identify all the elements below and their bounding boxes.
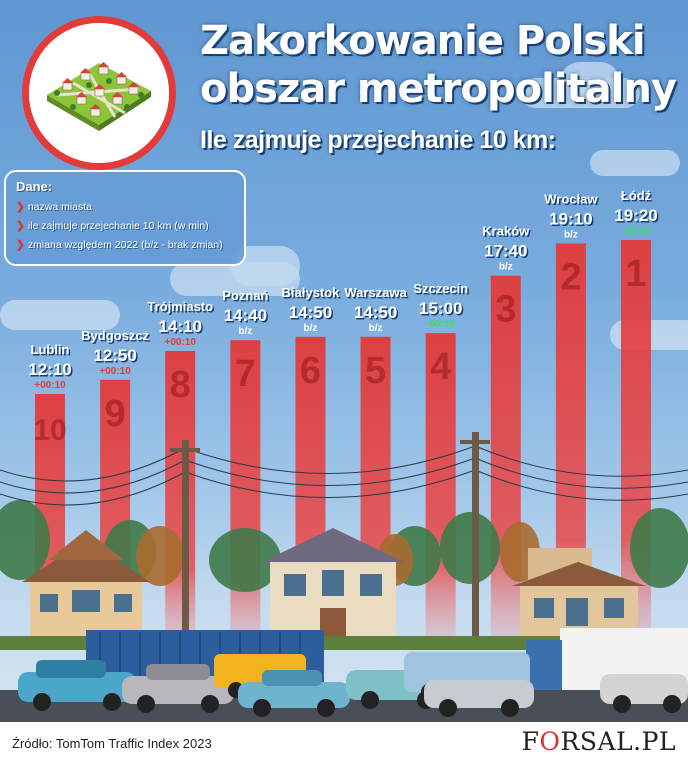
change-label-2: +00:10 [165,337,197,348]
city-label-9-shadow: Łódź [622,190,653,205]
chevron-right-icon: ❯ [16,239,25,251]
time-label-8: 19:10 [549,209,592,228]
change-label-0: +00:10 [34,380,66,391]
bar-9 [621,240,651,640]
time-label-7-shadow: 17:40 [486,243,529,262]
time-label-6-shadow: 15:00 [420,301,463,320]
city-label-7-shadow: Kraków [484,225,532,240]
page-title-line2: obszar metropolitalny [200,66,677,112]
legend-item-time: ❯ ile zajmuje przejechanie 10 km (w min) [16,217,234,236]
cloud [0,300,120,330]
change-label-7: b/z [499,262,513,273]
change-label-8: b/z [564,229,578,240]
legend-box: Dane: ❯ nazwa miasta ❯ ile zajmuje przejec… [4,170,246,266]
bar-rank-7: 3 [495,289,516,331]
time-label-2: 14:10 [158,317,201,336]
time-label-2-shadow: 14:10 [160,318,203,337]
cloud [590,150,680,176]
cloud [560,62,620,102]
bar-rank-5: 5 [365,350,386,392]
bar-rank-6: 4 [430,346,451,388]
bars-layer: 10 9 8 7 6 5 4 3 2 1 [33,240,651,640]
footer: Źródło: TomTom Traffic Index 2023 FORSAL… [0,722,688,760]
city-label-5-shadow: Warszawa [346,286,409,301]
page-title: Zakorkowanie Polski [200,18,646,64]
time-label-5-shadow: 14:50 [355,304,398,323]
bar-rank-2: 8 [170,364,191,406]
labels-layer: +00:1012:1012:10LublinLublin+00:1012:501… [28,188,659,391]
time-label-5: 14:50 [354,303,397,322]
brand-text-accent: O [539,727,561,756]
change-label-9: -00:10 [622,226,651,237]
city-label-1-shadow: Bydgoszcz [83,329,151,344]
city-label-3-shadow: Poznań [224,290,270,305]
change-label-5: b/z [369,323,383,334]
bar-rank-3: 7 [235,353,256,395]
time-label-0: 12:10 [28,360,71,379]
time-label-9: 19:20 [614,206,657,225]
legend-item-change: ❯ zmiana względem 2022 (b/z - brak zmian) [16,236,234,255]
city-label-6-shadow: Szczecin [415,283,470,298]
legend-title: Dane: [16,179,53,194]
change-label-4: b/z [303,323,317,334]
city-label-4-shadow: Białystok [283,286,342,301]
time-label-9-shadow: 19:20 [616,208,659,227]
change-label-1: +00:10 [99,366,131,377]
change-label-6: -00:10 [426,319,455,330]
city-label-2: Trójmiasto [147,299,213,314]
change-label-3: b/z [238,326,252,337]
city-label-1: Bydgoszcz [81,328,149,343]
chevron-right-icon: ❯ [16,201,25,213]
bar-rank-4: 6 [300,350,321,392]
legend-item-label: ile zajmuje przejechanie 10 km (w min) [27,220,209,232]
time-label-3: 14:40 [224,306,267,325]
time-label-4: 14:50 [289,303,332,322]
legend-item-label: nazwa miasta [27,201,93,213]
legend-item-city: ❯ nazwa miasta [16,198,234,217]
city-label-7: Kraków [482,224,530,239]
brand-text-prefix: F [521,727,540,756]
city-label-3: Poznań [222,288,268,303]
bar-rank-8: 2 [560,256,581,298]
bar-rank-9: 1 [625,253,646,295]
city-label-2-shadow: Trójmiasto [149,300,215,315]
city-label-8-shadow: Wrocław [546,193,600,208]
city-label-9: Łódź [621,188,652,203]
city-label-0-shadow: Lublin [32,344,71,359]
brand-logo: FORSAL.PL [522,727,676,756]
time-label-1: 12:50 [93,346,136,365]
time-label-4-shadow: 14:50 [290,304,333,323]
houses-icon [22,16,176,170]
brand-text-suffix: RSAL.PL [560,727,676,756]
time-label-0-shadow: 12:10 [30,362,73,381]
legend-item-label: zmiana względem 2022 (b/z - brak zmian) [27,239,223,251]
city-label-6: Szczecin [413,281,468,296]
bar-rank-0: 10 [33,414,66,447]
chart-subtitle: Ile zajmuje przejechanie 10 km: [200,126,556,154]
time-label-7: 17:40 [484,242,527,261]
time-label-1-shadow: 12:50 [95,347,138,366]
chevron-right-icon: ❯ [16,220,25,232]
time-label-8-shadow: 19:10 [551,211,594,230]
time-label-3-shadow: 14:40 [225,308,268,327]
bar-8 [555,243,586,640]
city-label-4: Białystok [282,285,341,300]
city-label-0: Lublin [31,342,70,357]
city-label-5: Warszawa [344,285,407,300]
source-note: Źródło: TomTom Traffic Index 2023 [12,736,212,751]
city-label-8: Wrocław [544,191,598,206]
bar-rank-1: 9 [105,393,126,435]
time-label-6: 15:00 [419,299,462,318]
